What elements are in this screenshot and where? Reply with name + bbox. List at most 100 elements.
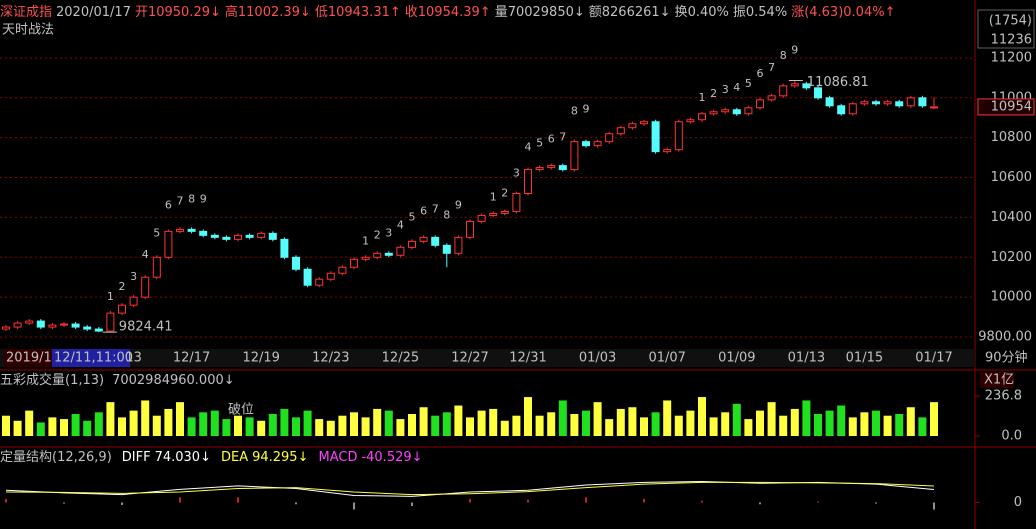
td-count: 3 bbox=[722, 83, 729, 96]
x-tick-label: 01/07 bbox=[648, 351, 685, 366]
candle-body bbox=[36, 320, 45, 328]
candle-body bbox=[2, 326, 10, 330]
volume-bar bbox=[779, 415, 788, 436]
volume-bar bbox=[524, 397, 532, 436]
unit-box bbox=[980, 372, 1014, 388]
candle-body bbox=[60, 323, 68, 326]
td-count: 9 bbox=[200, 192, 207, 205]
volume-bar bbox=[60, 419, 68, 436]
candle-body bbox=[152, 256, 161, 278]
td-count: 4 bbox=[733, 81, 740, 94]
candle-body bbox=[779, 85, 788, 97]
volume-bar bbox=[431, 415, 440, 436]
td-count: 1 bbox=[490, 190, 497, 203]
y-tick-label: 10400 bbox=[991, 210, 1032, 225]
legend-value: -40.529↓ bbox=[361, 450, 422, 465]
candle-body bbox=[187, 228, 196, 232]
volume-bar bbox=[268, 414, 277, 436]
header-item: 深证成指 bbox=[0, 5, 52, 20]
candle-body bbox=[106, 312, 115, 332]
cursor-date: 12/11,11:00 bbox=[54, 351, 133, 366]
candle-body bbox=[500, 210, 509, 214]
volume-bar bbox=[2, 415, 10, 436]
candle-body bbox=[895, 101, 904, 107]
candle-body bbox=[477, 214, 486, 222]
x-tick-label: 12/27 bbox=[451, 351, 488, 366]
volume-bar bbox=[674, 415, 683, 436]
candle-body bbox=[118, 304, 126, 314]
volume-bar bbox=[384, 410, 393, 436]
td-count: 5 bbox=[409, 210, 416, 223]
td-count: 1 bbox=[699, 91, 706, 104]
volume-bar bbox=[616, 408, 625, 436]
price-tag-label: 10954 bbox=[991, 99, 1032, 114]
candle-body bbox=[616, 127, 625, 135]
td-count: 5 bbox=[745, 77, 752, 90]
start-box bbox=[4, 349, 52, 367]
candle-body bbox=[524, 169, 532, 194]
legend-value: 94.295↓ bbox=[252, 450, 308, 465]
volume-bar bbox=[872, 410, 880, 436]
x-tick-label: 01/15 bbox=[846, 351, 883, 366]
x-tick-label: 01/09 bbox=[718, 351, 755, 366]
volume-bar bbox=[837, 405, 846, 436]
candle-body bbox=[442, 244, 451, 254]
candle-body bbox=[918, 97, 927, 107]
volume-bar bbox=[94, 412, 103, 436]
volume-bar bbox=[477, 410, 486, 436]
td-count: 3 bbox=[385, 226, 392, 239]
candle-body bbox=[582, 141, 590, 147]
candle-body bbox=[292, 256, 300, 270]
header-item: 低10943.31↑ bbox=[315, 5, 401, 20]
volume-bar bbox=[790, 408, 799, 436]
start-date: 2019/1 bbox=[6, 351, 52, 366]
td-count: 7 bbox=[177, 194, 184, 207]
x-tick-label: 01/17 bbox=[915, 351, 952, 366]
header-item: 开10950.29↓ bbox=[135, 5, 221, 20]
candle-body bbox=[883, 101, 892, 105]
volume-bar bbox=[71, 414, 80, 436]
candle-body bbox=[698, 113, 706, 121]
x-tick-label: 12/31 bbox=[509, 351, 546, 366]
x-tick-label: 12/17 bbox=[173, 351, 210, 366]
candle-body bbox=[408, 240, 416, 248]
volume-bar bbox=[663, 400, 672, 436]
candle-body bbox=[326, 272, 335, 280]
candle-body bbox=[756, 99, 764, 109]
candle-body bbox=[419, 236, 428, 242]
volume-bar bbox=[48, 417, 57, 436]
volume-bar bbox=[292, 417, 300, 436]
candle-body bbox=[234, 234, 242, 240]
axis-extra: 11236 bbox=[991, 33, 1032, 48]
candle-body bbox=[802, 83, 811, 89]
candle-body bbox=[384, 252, 393, 256]
candle-body bbox=[814, 87, 822, 99]
volume-bar bbox=[605, 419, 614, 436]
td-count: 4 bbox=[397, 218, 404, 231]
volume-bar bbox=[721, 412, 730, 436]
td-count: 7 bbox=[559, 131, 566, 144]
volume-bar bbox=[257, 420, 266, 436]
candle-body bbox=[640, 121, 648, 125]
td-count: 5 bbox=[153, 226, 160, 239]
volume-bar bbox=[361, 417, 370, 436]
candle-body bbox=[199, 230, 208, 236]
x-tick-label: 01/03 bbox=[579, 351, 616, 366]
high-label: 11086.81 bbox=[807, 75, 869, 90]
y-tick-label: 10600 bbox=[991, 170, 1032, 185]
period: 90分钟 bbox=[985, 350, 1028, 366]
volume-bar bbox=[152, 415, 161, 436]
volume-bar bbox=[860, 412, 869, 436]
volume-bar bbox=[141, 400, 150, 436]
volume-bar bbox=[222, 419, 231, 436]
x-tick-label: 13 bbox=[125, 351, 142, 366]
volume-bar bbox=[825, 410, 834, 436]
td-count: 6 bbox=[165, 198, 172, 211]
volume-bar bbox=[848, 417, 857, 436]
header-item: 2020/01/17 bbox=[56, 5, 131, 20]
candle-body bbox=[361, 256, 370, 260]
volume-bar bbox=[756, 410, 764, 436]
candle-body bbox=[790, 83, 799, 87]
x-tick-label: 12/25 bbox=[382, 351, 419, 366]
volume-bar bbox=[767, 402, 776, 436]
